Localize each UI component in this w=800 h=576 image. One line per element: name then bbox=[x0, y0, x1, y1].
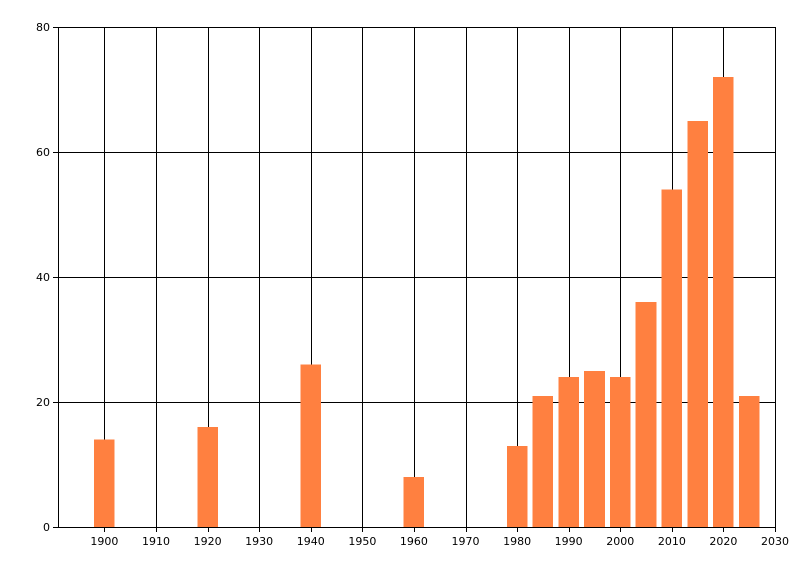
bar-1900 bbox=[94, 439, 115, 527]
x-tick-label: 1970 bbox=[452, 535, 480, 548]
y-tick-label: 80 bbox=[36, 21, 50, 34]
bar-1985 bbox=[532, 395, 554, 527]
y-tick-label: 40 bbox=[36, 271, 50, 284]
x-tick-label: 1900 bbox=[90, 535, 118, 548]
bar-1960 bbox=[403, 477, 425, 527]
x-tick-label: 2030 bbox=[761, 535, 789, 548]
tick-labels: 1900 1910 1920 1930 1940 1950 1960 1970 1980 1990… bbox=[36, 21, 789, 548]
bar-2015 bbox=[687, 120, 708, 527]
bar-1980 bbox=[506, 445, 528, 527]
x-tick-label: 1920 bbox=[194, 535, 222, 548]
axes bbox=[53, 27, 776, 532]
x-tick-label: 1990 bbox=[555, 535, 583, 548]
bar-1995 bbox=[584, 370, 605, 527]
x-tick-label: 2020 bbox=[709, 535, 737, 548]
bar-2010 bbox=[661, 189, 683, 527]
bar-2025 bbox=[738, 395, 760, 527]
y-tick-label: 0 bbox=[43, 521, 50, 534]
bars bbox=[94, 77, 760, 527]
y-tick-label: 20 bbox=[36, 396, 50, 409]
x-tick-label: 1910 bbox=[142, 535, 170, 548]
x-tick-label: 1960 bbox=[400, 535, 428, 548]
x-tick-label: 1940 bbox=[297, 535, 325, 548]
x-tick-label: 1950 bbox=[348, 535, 376, 548]
bar-1990 bbox=[558, 377, 579, 527]
x-tick-label: 1980 bbox=[503, 535, 531, 548]
bar-2000 bbox=[609, 377, 631, 527]
x-tick-label: 1930 bbox=[245, 535, 273, 548]
x-tick-label: 2010 bbox=[658, 535, 686, 548]
bar-2005 bbox=[635, 302, 657, 527]
x-tick-label: 2000 bbox=[606, 535, 634, 548]
y-tick-label: 60 bbox=[36, 146, 50, 159]
bar-1940 bbox=[300, 364, 322, 527]
bar-1920 bbox=[197, 427, 218, 527]
bar-2020 bbox=[713, 77, 734, 527]
